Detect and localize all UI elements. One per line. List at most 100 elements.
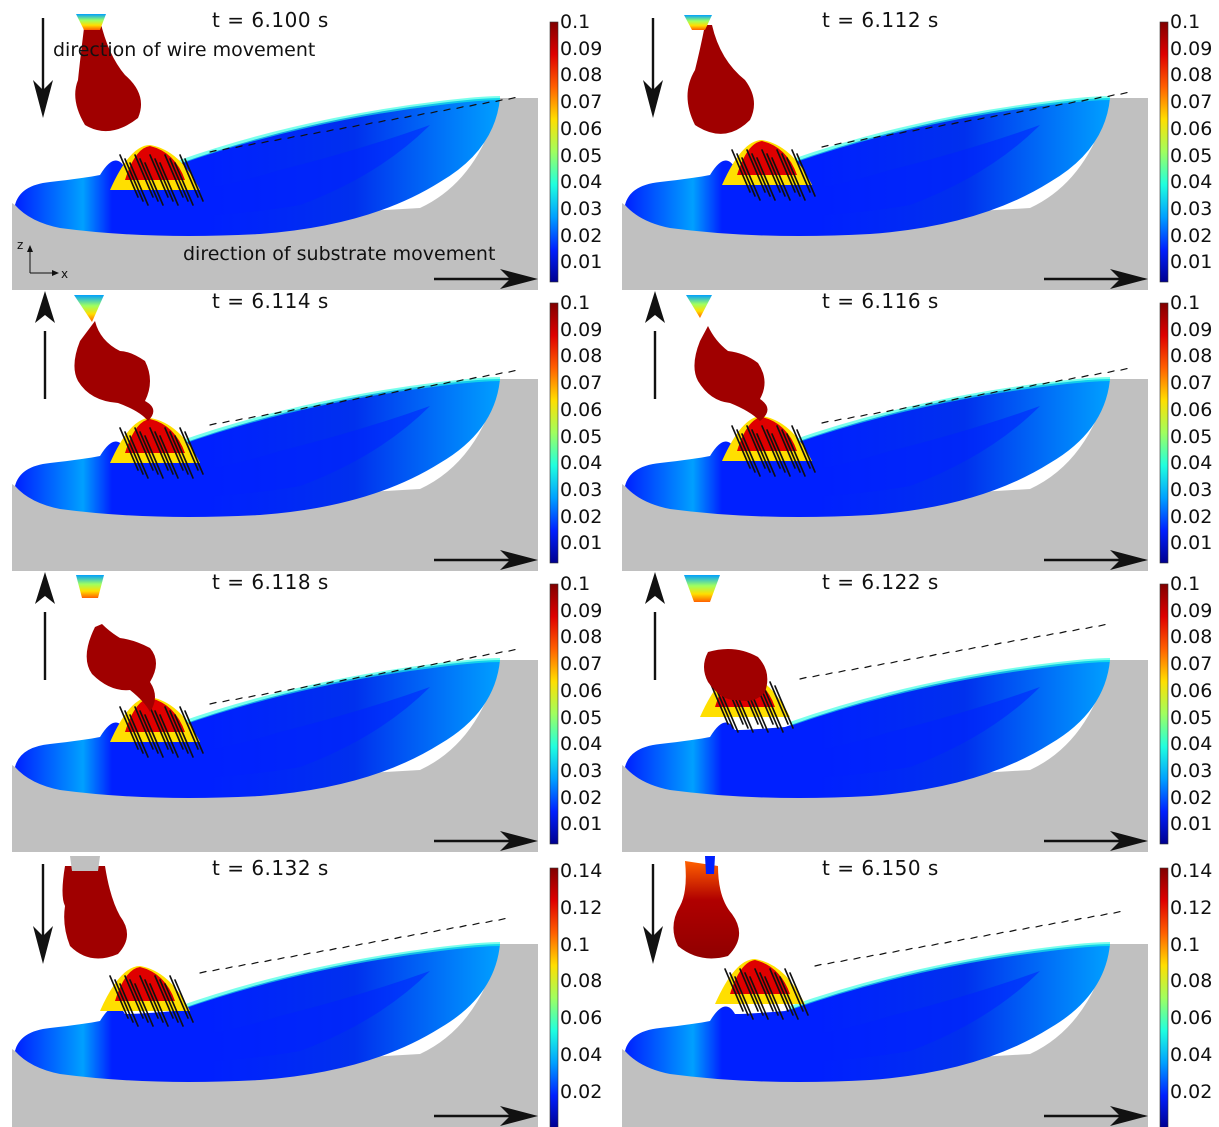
substrate-arrow — [1044, 550, 1148, 570]
substrate-arrow — [434, 550, 538, 570]
colorbar-tick-label: 0.09 — [560, 599, 603, 622]
deposit-hot-zone — [115, 967, 175, 1001]
velocity-vectors — [119, 96, 516, 206]
colorbar-tick-label: 0.1 — [1170, 573, 1201, 595]
melt-pool-surface — [179, 96, 501, 164]
colorbar-tick-label: 0.02 — [1170, 1080, 1213, 1103]
colorbar-tick-label: 0.05 — [1170, 425, 1213, 448]
colorbar-tick-label: 0.08 — [560, 626, 603, 649]
droplet — [74, 321, 154, 421]
colorbar — [1160, 303, 1168, 563]
colorbar-tick-label: 0.05 — [560, 425, 603, 448]
time-label: t = 6.112 s — [822, 8, 939, 32]
panel-graphic — [12, 572, 559, 852]
colorbar-tick-label: 0.05 — [560, 144, 603, 167]
colorbar-tick-label: 0.08 — [1170, 970, 1213, 993]
colorbar-tick-label: 0.05 — [1170, 706, 1213, 729]
colorbar-tick-label: 0.04 — [1170, 733, 1213, 756]
colorbar-tick-label: 0.02 — [560, 505, 603, 528]
substrate-arrow — [434, 831, 538, 851]
colorbar-tick-label: 0.06 — [1170, 398, 1213, 421]
melt-pool-core — [120, 687, 430, 778]
deposit-hot-zone — [125, 146, 185, 180]
droplet — [694, 326, 768, 421]
wire-arrow-down — [33, 18, 53, 118]
deposit-hot-zone — [125, 698, 185, 732]
colorbar — [550, 22, 558, 282]
colorbar-tick-label: 0.04 — [560, 1044, 603, 1066]
melt-pool-core — [730, 971, 1040, 1062]
colorbar-tick-label: 0.06 — [560, 1007, 603, 1030]
colorbar-tick-label: 0.06 — [1170, 1007, 1213, 1030]
colorbar-tick-label: 0.1 — [1170, 11, 1201, 33]
colorbar-tick-label: 0.1 — [560, 573, 591, 595]
colorbar-tick-label: 0.08 — [1170, 64, 1213, 87]
colorbar-tick-label: 0.08 — [1170, 626, 1213, 649]
colorbar — [1160, 584, 1168, 844]
colorbar-tick-label: 0.08 — [560, 970, 603, 993]
colorbar-tick-label: 0.02 — [1170, 505, 1213, 528]
colorbar — [550, 584, 558, 844]
colorbar-tick-label: 0.06 — [560, 117, 603, 140]
panel-4: t = 6.116 s 0.1 0.09 0.08 0.07 0.06 0.05 0.04 0.… — [610, 281, 1219, 571]
colorbar-tick-label: 0.09 — [1170, 318, 1213, 341]
panel-graphic — [12, 14, 559, 290]
panel-graphic — [12, 856, 559, 1127]
wire-arrow-down — [643, 864, 663, 964]
colorbar-tick-label: 0.14 — [1170, 860, 1213, 882]
colorbar-tick-label: 0.02 — [1170, 786, 1213, 809]
colorbar-tick-label: 0.08 — [1170, 345, 1213, 368]
droplet — [673, 861, 740, 959]
wire-tip — [70, 856, 100, 871]
colorbar-tick-label: 0.07 — [1170, 372, 1213, 395]
substrate — [622, 98, 1148, 290]
colorbar-tick-label: 0.07 — [560, 653, 603, 676]
substrate-arrow — [1044, 269, 1148, 289]
substrate-arrow — [1044, 1106, 1148, 1126]
colorbar-tick-label: 0.1 — [1170, 933, 1201, 956]
colorbar-tick-label: 0.04 — [1170, 1044, 1213, 1066]
substrate-arrow — [434, 1106, 538, 1126]
panel-7: t = 6.132 s 0.14 0.12 0.1 0.08 0.06 0.04 0.02 — [0, 846, 609, 1127]
panel-graphic — [622, 856, 1169, 1127]
wire-tip — [684, 575, 720, 602]
panel-6: t = 6.122 s 0.1 0.09 0.08 0.07 0.06 0.05 0.04 0.… — [610, 562, 1219, 852]
colorbar-tick-label: 0.03 — [560, 759, 603, 782]
wire-tip — [684, 15, 712, 30]
melt-pool-surface — [179, 942, 501, 1010]
melt-pool-surface — [789, 96, 1111, 164]
substrate — [12, 944, 538, 1127]
time-label: t = 6.114 s — [212, 289, 329, 313]
colorbar-tick-label: 0.01 — [560, 251, 603, 274]
colorbar-tick-label: 0.02 — [560, 1080, 603, 1103]
panel-3: t = 6.114 s 0.1 0.09 0.08 0.07 0.06 0.05 0.04 0.… — [0, 281, 609, 571]
wire-tip — [705, 856, 715, 874]
colorbar-tick-label: 0.1 — [560, 933, 591, 956]
substrate-arrow — [1044, 831, 1148, 851]
colorbar-tick-label: 0.07 — [560, 91, 603, 114]
droplet — [704, 648, 768, 701]
colorbar-tick-label: 0.12 — [560, 896, 603, 919]
time-label: t = 6.118 s — [212, 570, 329, 594]
substrate — [12, 98, 538, 290]
substrate — [12, 660, 538, 852]
colorbar — [1160, 22, 1168, 282]
colorbar-tick-label: 0.06 — [1170, 117, 1213, 140]
panel-graphic — [12, 291, 559, 571]
colorbar-tick-label: 0.1 — [560, 292, 591, 314]
panel-8: t = 6.150 s 0.14 0.12 0.1 0.08 0.06 0.04 0.02 — [610, 846, 1219, 1127]
colorbar-tick-label: 0.12 — [1170, 896, 1213, 919]
colorbar-tick-label: 0.03 — [1170, 197, 1213, 220]
colorbar-tick-label: 0.02 — [560, 224, 603, 247]
time-label: t = 6.122 s — [822, 570, 939, 594]
droplet — [86, 624, 156, 712]
velocity-vectors — [731, 91, 1128, 201]
velocity-vectors — [709, 623, 1106, 733]
colorbar-tick-label: 0.08 — [560, 345, 603, 368]
colorbar-tick-label: 0.03 — [1170, 759, 1213, 782]
substrate-direction-label: direction of substrate movement — [183, 243, 496, 265]
colorbar — [550, 303, 558, 563]
colorbar-tick-label: 0.04 — [560, 733, 603, 756]
panel-graphic — [622, 291, 1169, 571]
substrate-arrow — [434, 269, 538, 289]
